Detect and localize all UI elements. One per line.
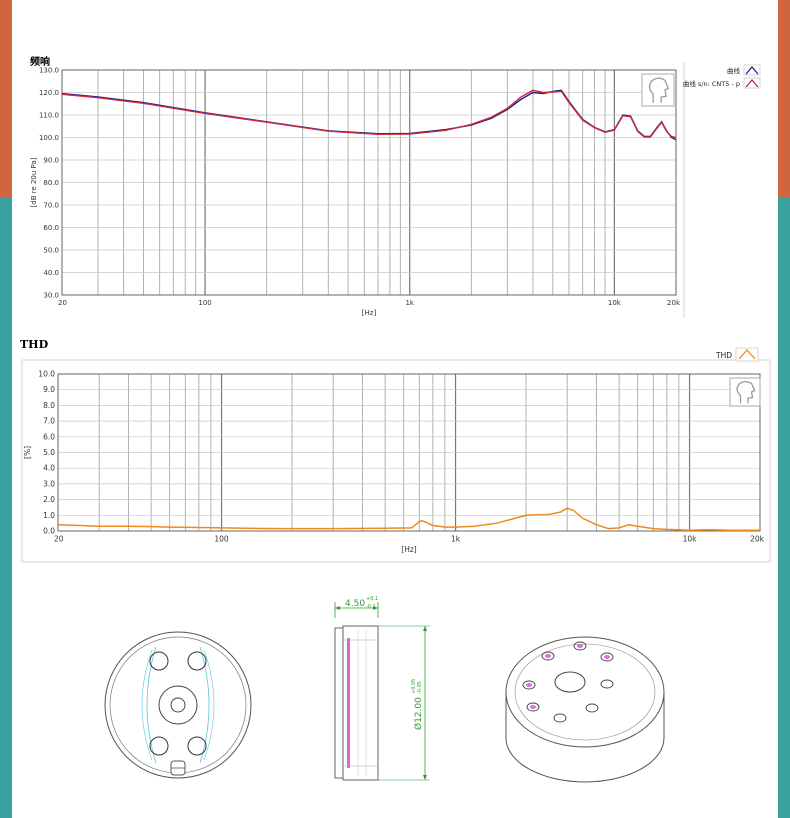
left-accent-top [0, 0, 12, 197]
right-accent-stripe [778, 0, 790, 818]
logo-head-shape [736, 380, 756, 404]
fr-ytick-label: 110.0 [39, 112, 59, 120]
fr-ytick-label: 80.0 [43, 179, 59, 187]
thd-legend-label: THD [715, 351, 732, 360]
fr-series-line-2 [61, 89, 677, 139]
logo-frame [729, 377, 761, 407]
fr-legend-label-2: 曲线 s/n: CNT5 - p [683, 79, 740, 88]
frequency-response-chart: 30.0 40.0 50.0 60.0 70.0 80.0 90.0 100.0 110.0 12… [30, 62, 761, 318]
thd-legend-swatch [738, 349, 756, 360]
fr-ytick-label: 120.0 [39, 89, 59, 97]
fr-ytick-label: 30.0 [43, 292, 59, 300]
thickness-tol-upper: +0.1 [366, 596, 378, 602]
thd-plot-frame [57, 373, 761, 532]
right-accent-top [778, 0, 790, 197]
thd-xtick-label: 1k [451, 535, 461, 544]
fr-legend-label-1: 曲线 [727, 66, 741, 75]
thd-ytick-label: 9.0 [43, 385, 55, 394]
diameter-tol-upper: +0.05 [411, 679, 417, 694]
fr-ytick-label: 90.0 [43, 157, 59, 165]
thd-ytick-label: 0.0 [43, 527, 55, 536]
speaker-isometric-view [505, 636, 665, 783]
logo-frame [641, 73, 675, 107]
thd-legend-swatch-box [735, 347, 759, 362]
fr-ytick-label: 70.0 [43, 202, 59, 210]
head-silhouette-logo-icon [729, 377, 761, 407]
thd-xlabel: [Hz] [401, 545, 417, 554]
thd-ytick-label: 5.0 [43, 448, 55, 457]
thd-panel: THD 0.0 1.0 2.0 3.0 4.0 5.0 6.0 7.0 8.0 9.0 10.0 20… [20, 336, 772, 564]
fr-xtick-label: 100 [198, 299, 211, 307]
thd-ytick-label: 4.0 [43, 464, 55, 473]
thd-xtick-label: 20 [54, 535, 64, 544]
thd-ytick-label: 2.0 [43, 495, 55, 504]
thickness-dimension: 4.50 [345, 599, 365, 609]
fr-ylabel: [dB re 20u Pa] [30, 157, 38, 207]
thd-chart: 0.0 1.0 2.0 3.0 4.0 5.0 6.0 7.0 8.0 9.0 10.0 20 100 1… [21, 347, 771, 563]
fr-legend-swatch-2 [745, 79, 759, 88]
fr-chart-title: 频响 [30, 57, 50, 68]
fr-legend-swatch-1 [745, 66, 759, 75]
speaker-side-view: 4.50 +0.1 -0.1 Ø12.00 +0.05 -0.05 [334, 596, 430, 781]
thickness-tol-lower: -0.1 [366, 604, 376, 610]
fr-ytick-label: 40.0 [43, 269, 59, 277]
thd-ytick-label: 1.0 [43, 511, 55, 520]
fr-ytick-label: 50.0 [43, 247, 59, 255]
fr-xtick-label: 20 [58, 299, 67, 307]
thd-ylabel: [%] [23, 446, 32, 459]
fr-legend-swatch-box-1 [743, 64, 761, 76]
left-accent-bottom [0, 197, 12, 818]
fr-xlabel: [Hz] [362, 309, 377, 317]
fr-xtick-label: 20k [667, 299, 681, 307]
thd-ytick-label: 7.0 [43, 417, 55, 426]
thd-ytick-label: 10.0 [38, 370, 55, 379]
logo-head-shape [648, 77, 670, 103]
left-accent-stripe [0, 0, 12, 818]
speaker-front-view [104, 631, 252, 779]
frequency-response-panel: 频响 30.0 40.0 50.0 60.0 70.0 80.0 90.0 100.0 110.… [22, 50, 762, 318]
fr-plot-frame [61, 69, 677, 296]
fr-ytick-label: 130.0 [39, 67, 59, 75]
head-silhouette-logo-icon [641, 73, 675, 107]
thd-series-line-1 [57, 507, 760, 531]
thd-xtick-label: 100 [214, 535, 229, 544]
right-accent-bottom [778, 197, 790, 818]
fr-legend-swatch-box-2 [743, 77, 761, 89]
diameter-tol-lower: -0.05 [417, 681, 423, 694]
thd-xtick-label: 20k [750, 535, 765, 544]
diameter-dimension: Ø12.00 [413, 697, 424, 730]
thd-ytick-label: 6.0 [43, 432, 55, 441]
thd-outer-frame [21, 359, 771, 563]
thd-ytick-label: 8.0 [43, 401, 55, 410]
fr-xtick-label: 1k [405, 299, 414, 307]
fr-ytick-label: 60.0 [43, 224, 59, 232]
thd-xtick-label: 10k [683, 535, 698, 544]
fr-ytick-label: 100.0 [39, 134, 59, 142]
thd-chart-title: THD [20, 338, 49, 351]
fr-xtick-label: 10k [608, 299, 622, 307]
thd-ytick-label: 3.0 [43, 479, 55, 488]
